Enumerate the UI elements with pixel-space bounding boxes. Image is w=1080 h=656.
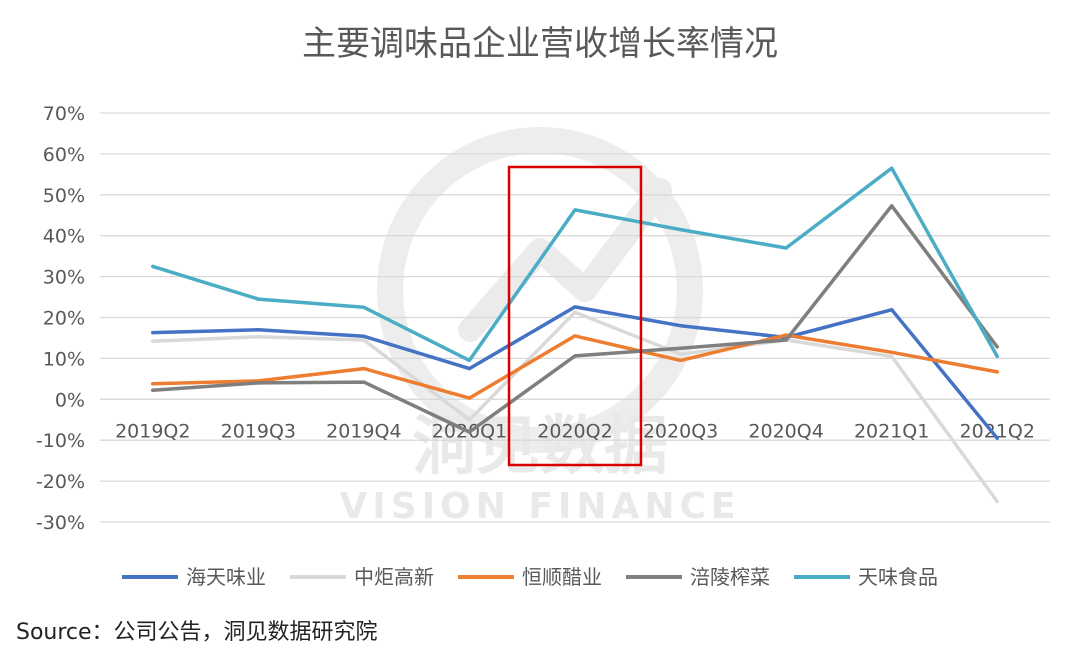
data-point <box>362 367 366 371</box>
data-point <box>890 354 894 358</box>
data-point <box>995 345 999 349</box>
data-point <box>995 436 999 440</box>
data-point <box>573 208 577 212</box>
data-point <box>151 339 155 343</box>
watermark-subtext: VISION FINANCE <box>340 486 741 527</box>
legend-label: 涪陵榨菜 <box>690 565 770 589</box>
data-point <box>467 358 472 363</box>
data-point <box>784 246 788 250</box>
data-point <box>256 328 260 332</box>
watermark-arrow <box>458 178 672 342</box>
y-tick-label: 70% <box>43 103 85 125</box>
data-point <box>151 382 155 386</box>
x-tick-label: 2020Q3 <box>643 420 718 442</box>
x-tick-label: 2019Q4 <box>326 420 401 442</box>
data-point <box>573 305 577 309</box>
data-point <box>890 350 894 354</box>
data-point <box>362 338 366 342</box>
x-tick-label: 2021Q2 <box>960 420 1035 442</box>
x-tick-label: 2019Q3 <box>221 420 296 442</box>
x-tick-label: 2019Q2 <box>115 420 190 442</box>
data-point <box>151 264 155 268</box>
data-point <box>995 499 999 504</box>
x-axis-ticks: 2019Q2 2019Q3 2019Q4 2020Q1 2020Q2 2020Q3 2020… <box>115 420 1035 442</box>
data-point <box>890 166 894 170</box>
data-point <box>678 352 683 356</box>
data-point <box>151 331 155 335</box>
legend-label: 恒顺醋业 <box>522 565 602 589</box>
data-point <box>678 324 683 328</box>
y-tick-label: 40% <box>43 226 85 248</box>
x-tick-label: 2020Q2 <box>537 420 612 442</box>
y-tick-label: -10% <box>36 430 85 452</box>
x-tick-label: 2021Q1 <box>854 420 929 442</box>
y-tick-label: 30% <box>43 267 85 289</box>
watermark-text: 洞见数据 <box>412 410 668 484</box>
legend-label: 海天味业 <box>186 565 266 589</box>
data-point <box>573 354 577 358</box>
y-tick-label: 50% <box>43 185 85 207</box>
y-tick-label: -30% <box>36 512 85 534</box>
data-point <box>678 227 683 232</box>
data-point <box>467 418 472 422</box>
data-point <box>784 338 788 342</box>
y-tick-label: 10% <box>43 348 85 370</box>
series-lines <box>151 166 999 504</box>
data-point <box>362 305 366 309</box>
data-point <box>256 297 260 301</box>
data-point <box>890 204 894 208</box>
data-point <box>467 367 472 371</box>
data-point <box>784 333 788 337</box>
data-point <box>362 380 366 384</box>
data-point <box>995 354 999 358</box>
series-line-3 <box>151 333 999 400</box>
data-point <box>151 388 155 392</box>
highlight-box <box>507 165 643 467</box>
watermark: 洞见数据 VISION FINANCE <box>340 127 741 527</box>
x-tick-label: 2020Q4 <box>748 420 823 442</box>
legend: 海天味业 中炬高新 恒顺醋业 涪陵榨菜 天味食品 <box>122 565 938 589</box>
chart-title: 主要调味品企业营收增长率情况 <box>302 24 778 64</box>
y-tick-label: 20% <box>43 308 85 330</box>
y-axis-ticks: 70% 60% 50% 40% 30% 20% 10% 0% -10% -20% -30% <box>36 103 85 534</box>
legend-label: 中炬高新 <box>354 565 434 589</box>
y-tick-label: 0% <box>55 389 85 411</box>
data-point <box>890 308 894 312</box>
data-point <box>362 334 366 338</box>
y-tick-label: 60% <box>43 144 85 166</box>
legend-label: 天味食品 <box>858 565 938 589</box>
chart: 洞见数据 VISION FINANCE 主要调味品企业营收增长率情况 70% 60… <box>36 24 1050 589</box>
data-point <box>678 358 683 363</box>
data-point <box>995 370 999 374</box>
y-tick-label: -20% <box>36 471 85 493</box>
data-point <box>573 334 577 338</box>
data-point <box>678 346 683 350</box>
data-point <box>467 396 472 400</box>
series-line-4 <box>151 204 999 434</box>
data-point <box>256 335 260 339</box>
data-point <box>467 430 472 434</box>
data-point <box>256 381 260 385</box>
data-point <box>573 310 577 314</box>
source-note: Source：公司公告，洞见数据研究院 <box>16 620 378 645</box>
